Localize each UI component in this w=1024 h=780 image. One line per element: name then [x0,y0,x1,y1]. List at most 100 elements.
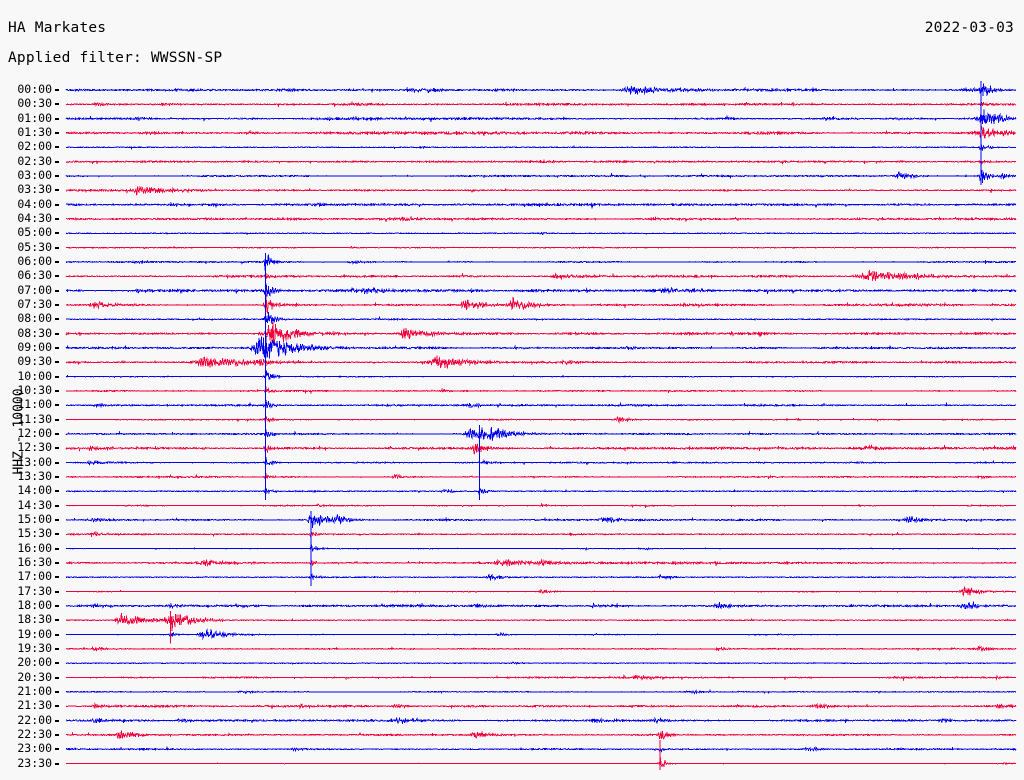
seismic-trace [65,514,1017,529]
time-tick-mark [55,647,59,650]
seismic-trace [65,473,1017,480]
seismic-trace [65,558,1017,567]
time-tick-label: 06:30 [17,268,52,283]
time-tick-label: 23:00 [17,741,52,756]
time-tick-mark [55,146,59,149]
time-tick-mark [55,131,59,134]
time-tick-mark [55,346,59,349]
time-tick-label: 04:00 [17,196,52,211]
time-tick-mark [55,561,59,564]
seismic-trace [66,688,1017,695]
time-tick-label: 23:30 [17,755,52,770]
date-label: 2022-03-03 [924,20,1014,36]
seismic-trace [65,612,1017,631]
time-tick-mark [55,676,59,679]
time-tick-mark [55,160,59,163]
seismic-trace [65,201,1017,209]
time-tick-label: 08:30 [17,325,52,340]
time-tick-mark [55,174,59,177]
time-tick-label: 12:30 [17,440,52,455]
time-tick-label: 08:00 [17,311,52,326]
seismic-trace [65,503,1017,509]
time-tick-label: 17:00 [17,569,52,584]
seismic-trace [65,100,1017,108]
time-tick-label: 00:30 [17,96,52,111]
time-tick-label: 18:30 [17,612,52,627]
time-tick-label: 11:00 [17,397,52,412]
time-tick-mark [55,490,59,493]
time-tick-mark [55,533,59,536]
time-tick-mark [55,619,59,622]
time-tick-mark [55,719,59,722]
time-tick-label: 21:00 [17,683,52,698]
trace-canvas [65,81,1017,770]
seismic-trace [65,269,1017,281]
time-tick-label: 10:00 [17,368,52,383]
time-tick-mark [55,432,59,435]
time-tick-mark [55,762,59,765]
seismic-trace [65,586,1017,597]
time-tick-mark [55,203,59,206]
time-tick-mark [55,189,59,192]
seismic-trace [65,673,1017,682]
time-tick-label: 17:30 [17,583,52,598]
time-tick-mark [55,89,59,91]
time-tick-mark [55,375,59,378]
seismic-trace [66,645,1017,653]
time-tick-label: 03:00 [17,167,52,182]
time-tick-mark [55,361,59,364]
seismic-trace [65,355,1017,370]
time-tick-label: 10:30 [17,382,52,397]
time-tick-mark [55,303,59,306]
time-tick-mark [55,690,59,693]
time-tick-label: 22:00 [17,712,52,727]
seismic-trace [65,457,1017,467]
time-tick-label: 04:30 [17,210,52,225]
time-tick-mark [55,705,59,708]
time-tick-label: 01:00 [17,110,52,125]
seismic-trace [66,185,1017,196]
time-tick-label: 07:00 [17,282,52,297]
time-tick-mark [55,590,59,593]
time-tick-label: 07:30 [17,296,52,311]
time-tick-mark [55,318,59,321]
seismic-trace [65,144,1016,152]
time-tick-label: 09:30 [17,354,52,369]
seismic-trace [65,83,1017,97]
seismic-trace [65,169,1017,183]
seismic-trace [65,757,1016,768]
seismic-trace [65,702,1017,710]
seismic-trace [66,487,1017,495]
time-tick-mark [55,748,59,751]
seismic-trace [65,109,1017,125]
seismic-trace [65,322,1017,347]
time-tick-label: 16:30 [17,554,52,569]
time-tick-mark [55,662,59,665]
time-tick-mark [55,275,59,278]
time-tick-mark [55,518,59,521]
time-tick-label: 12:00 [17,425,52,440]
time-tick-mark [55,504,59,507]
time-tick-mark [55,289,59,292]
time-tick-label: 13:00 [17,454,52,469]
time-tick-label: 22:30 [17,726,52,741]
seismic-trace [65,399,1017,409]
time-tick-label: 20:00 [17,655,52,670]
time-tick-mark [55,475,59,478]
time-tick-mark [55,547,59,550]
time-tick-label: 05:30 [17,239,52,254]
time-tick-label: 20:30 [17,669,52,684]
seismic-trace [65,600,1017,610]
seismic-trace [65,283,1017,297]
seismic-trace [65,628,1016,641]
seismic-trace [65,443,1017,455]
time-tick-label: 16:00 [17,540,52,555]
time-tick-label: 13:30 [17,468,52,483]
time-tick-label: 15:00 [17,511,52,526]
time-tick-label: 02:00 [17,139,52,154]
time-axis: 00:00 00:30 01:00 01:30 02:00 02:30 03:00 03:30… [0,80,62,770]
time-tick-mark [55,447,59,450]
time-tick-label: 02:30 [17,153,52,168]
time-tick-mark [55,260,59,263]
